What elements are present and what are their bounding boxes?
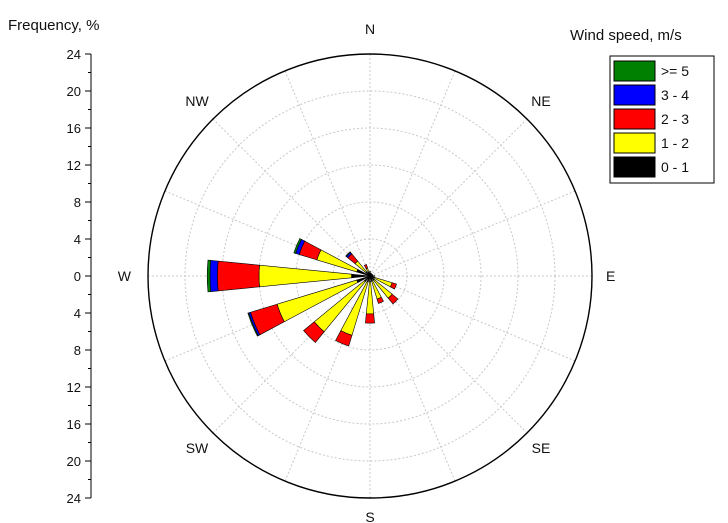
petal-segment [363,264,368,270]
grid-spoke [369,275,456,482]
wind-petals [206,238,399,347]
petal-segment [258,264,352,288]
legend-label: 0 - 1 [661,159,689,175]
axis-tick-label: 20 [67,84,81,99]
legend-label: 1 - 2 [661,135,689,151]
axis-tick-label: 24 [67,47,81,62]
axis-tick-label: 12 [67,380,81,395]
axis-tick-label: 4 [74,306,81,321]
petal-segment [303,321,325,343]
legend-swatch [613,156,656,178]
petal-segment [247,312,259,337]
legend: Wind speed, m/s >= 5 3 - 4 2 - 3 1 - 2 0 - 1 [570,27,715,184]
petal-segment [369,271,371,277]
petal-segment [376,296,384,304]
radial-axis-label: Frequency, % [8,17,99,34]
axis-tick-label: 12 [67,158,81,173]
direction-label-ne: NE [531,93,550,109]
petal-segment [206,259,212,293]
direction-label-nw: NW [185,93,209,109]
petal-segment [217,260,260,292]
axis-tick-label: 4 [74,232,81,247]
axis-tick-label: 8 [74,195,81,210]
grid-spoke [369,275,528,434]
petal-segment [369,275,375,277]
grid-spoke [212,118,371,277]
grid-spoke [369,190,576,277]
grid-spoke [369,70,456,277]
axis-tick-label: 24 [67,491,81,506]
direction-label-s: S [365,509,374,523]
legend-title: Wind speed, m/s [570,27,682,44]
frequency-axis: 24 20 16 12 8 4 0 4 8 12 16 20 24 [67,47,92,506]
petal-segment [293,238,302,254]
legend-swatch [613,132,656,154]
legend-label: 3 - 4 [661,87,689,103]
axis-tick-label: 0 [74,269,81,284]
petal-segment [365,281,375,315]
axis-tick-label: 16 [67,417,81,432]
outer-ring [147,53,593,499]
direction-label-e: E [606,268,615,284]
legend-label: 2 - 3 [661,111,689,127]
axis-tick-label: 20 [67,454,81,469]
petal-segment [335,330,353,347]
grid-spoke [369,275,576,362]
direction-labels: N NE E SE S SW W NW [118,21,616,523]
direction-label-w: W [118,268,132,284]
direction-label-n: N [365,21,375,37]
legend-swatch [613,108,656,130]
petal-segment [365,313,375,324]
axis-tick-label: 8 [74,343,81,358]
direction-label-se: SE [532,440,551,456]
petal-segment [209,260,219,292]
legend-label: >= 5 [661,63,689,79]
grid-spoke [284,70,371,277]
grid-spoke [369,118,528,277]
petal-segment [387,293,399,305]
legend-swatch [613,60,656,82]
axis-tick-label: 16 [67,121,81,136]
petal-segment [389,282,397,290]
direction-label-sw: SW [186,440,209,456]
petal-segment [345,251,352,258]
legend-swatch [613,84,656,106]
